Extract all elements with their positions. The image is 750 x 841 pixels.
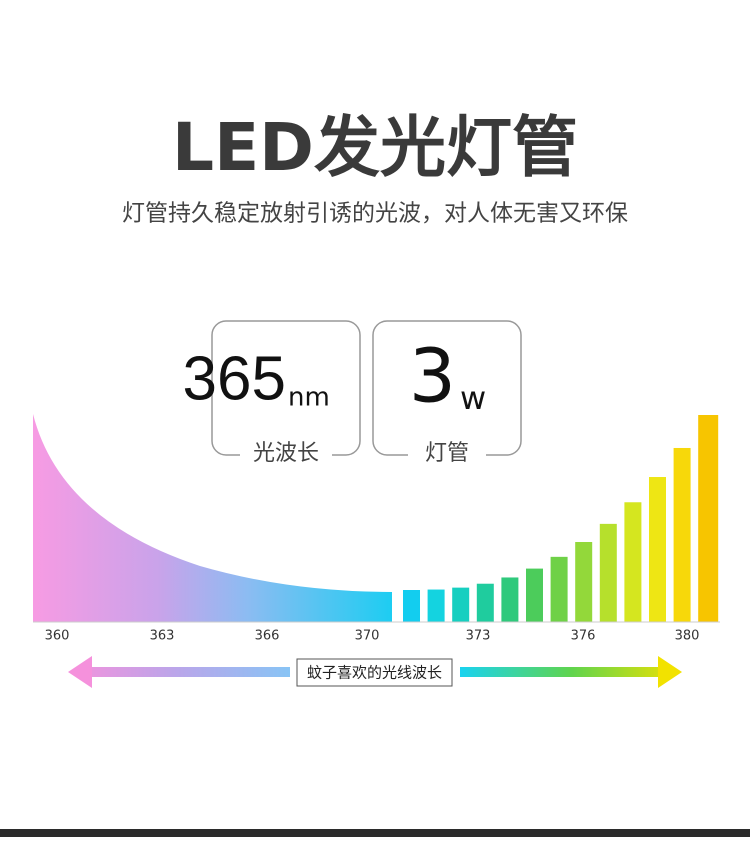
- caption-box: [296, 658, 453, 687]
- card-label: 光波长: [253, 441, 319, 466]
- tick-label: 370: [355, 629, 380, 644]
- arrow-head: [658, 656, 682, 688]
- spectrum-bar: [403, 590, 420, 622]
- spectrum-bar: [624, 502, 642, 622]
- tick-label: 363: [150, 629, 175, 644]
- spectrum-bar: [649, 477, 666, 622]
- spectrum-bar: [550, 556, 568, 622]
- ticks: 360 363 366 370 373 376 380: [45, 629, 700, 644]
- spectrum-bar: [599, 523, 617, 622]
- arrow-head: [68, 656, 92, 688]
- spectrum-bar: [452, 587, 470, 622]
- spectrum-bars: [403, 415, 719, 622]
- spectrum-bar: [526, 568, 543, 622]
- tick-label: 380: [675, 629, 700, 644]
- caption: 蚊子喜欢的光线波长: [307, 664, 442, 682]
- spectrum-bar: [698, 415, 719, 622]
- card-number: 365: [183, 344, 286, 413]
- spectrum-bar: [575, 542, 593, 622]
- card: 3 w 灯管: [372, 320, 522, 468]
- arrow-shaft: [88, 667, 290, 677]
- card: 365 nm 光波长: [183, 320, 361, 468]
- bottom-bar: [0, 829, 750, 837]
- tick-label: 376: [571, 629, 596, 644]
- subtitle: 灯管持久稳定放射引诱的光波，对人体无害又环保: [122, 201, 628, 227]
- spectrum-area: [33, 414, 392, 622]
- card-unit: w: [460, 379, 486, 417]
- range-arrow: 蚊子喜欢的光线波长: [68, 656, 682, 688]
- label-bg: [408, 440, 486, 468]
- spectrum-bar: [476, 583, 494, 622]
- tick-label: 366: [255, 629, 280, 644]
- spectrum-bar: [673, 447, 691, 622]
- spectrum-bar: [427, 589, 445, 622]
- spectrum-bar: [501, 577, 519, 622]
- tick-label: 373: [466, 629, 491, 644]
- arrow-shaft: [460, 667, 660, 677]
- card-label: 灯管: [425, 441, 469, 466]
- tick-label: 360: [45, 629, 70, 644]
- card-number: 3: [409, 334, 456, 420]
- card-unit: nm: [288, 383, 330, 413]
- label-bg: [240, 440, 332, 468]
- title: LED发光灯管: [172, 109, 578, 186]
